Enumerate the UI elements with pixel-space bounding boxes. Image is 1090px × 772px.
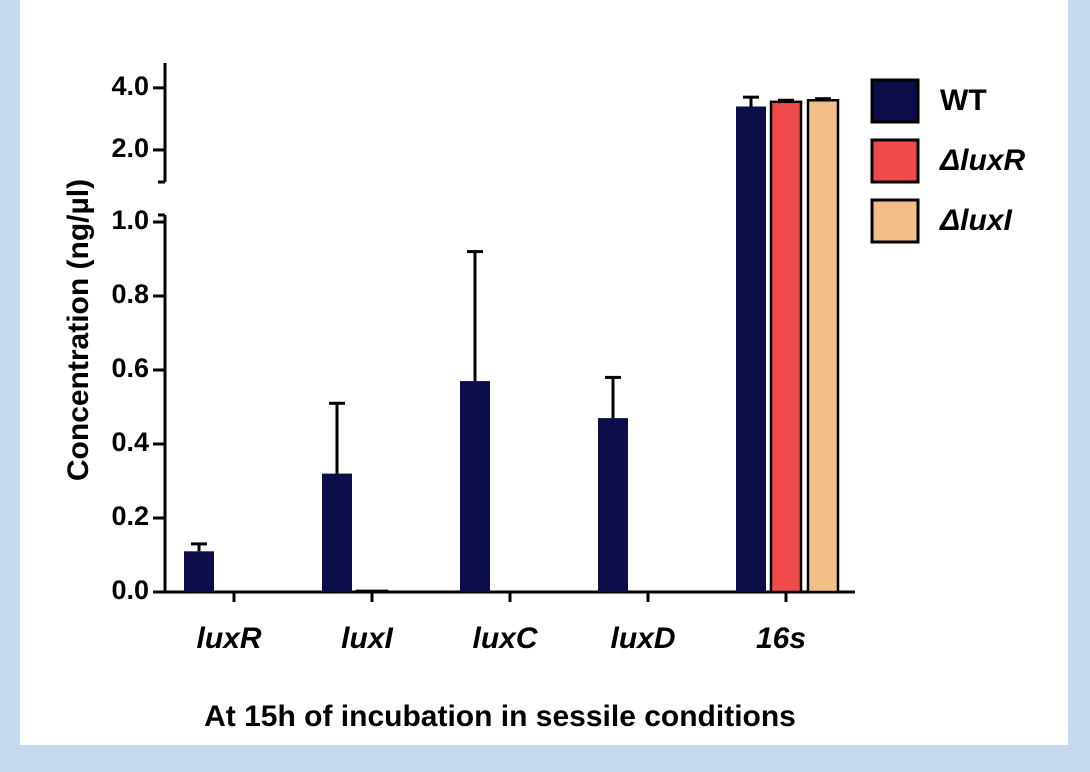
bar	[769, 100, 803, 594]
legend-swatch	[870, 198, 920, 244]
y-tick-label: 1.0	[111, 205, 149, 235]
legend-swatch	[870, 78, 920, 124]
y-tick-label: 2.0	[111, 133, 149, 163]
y-tick-label: 0.2	[111, 501, 149, 531]
bar	[184, 551, 214, 592]
x-axis-label: At 15h of incubation in sessile conditio…	[204, 700, 796, 733]
y-axis-label: Concentration (ng/µl)	[62, 179, 95, 481]
y-tick-label: 0.0	[111, 575, 149, 605]
chart-background	[20, 0, 1068, 745]
bar	[355, 589, 389, 594]
bar	[322, 473, 352, 592]
x-tick-label: luxR	[196, 622, 261, 655]
y-tick-label: 4.0	[111, 71, 149, 101]
x-tick-label: luxC	[472, 622, 538, 655]
x-tick-label: 16s	[756, 622, 806, 655]
legend-label: ΔluxR	[939, 144, 1025, 177]
y-tick-label: 0.4	[111, 427, 149, 457]
bar	[598, 418, 628, 592]
y-tick-label: 0.8	[111, 279, 149, 309]
legend-label: ΔluxI	[939, 204, 1012, 237]
x-tick-label: luxI	[341, 622, 393, 655]
bar	[806, 99, 840, 594]
legend-swatch	[870, 138, 920, 184]
y-tick-label: 0.6	[111, 353, 149, 383]
bar	[736, 106, 766, 592]
bar	[460, 381, 490, 592]
legend-label: WT	[940, 84, 987, 117]
x-tick-label: luxD	[610, 622, 675, 655]
